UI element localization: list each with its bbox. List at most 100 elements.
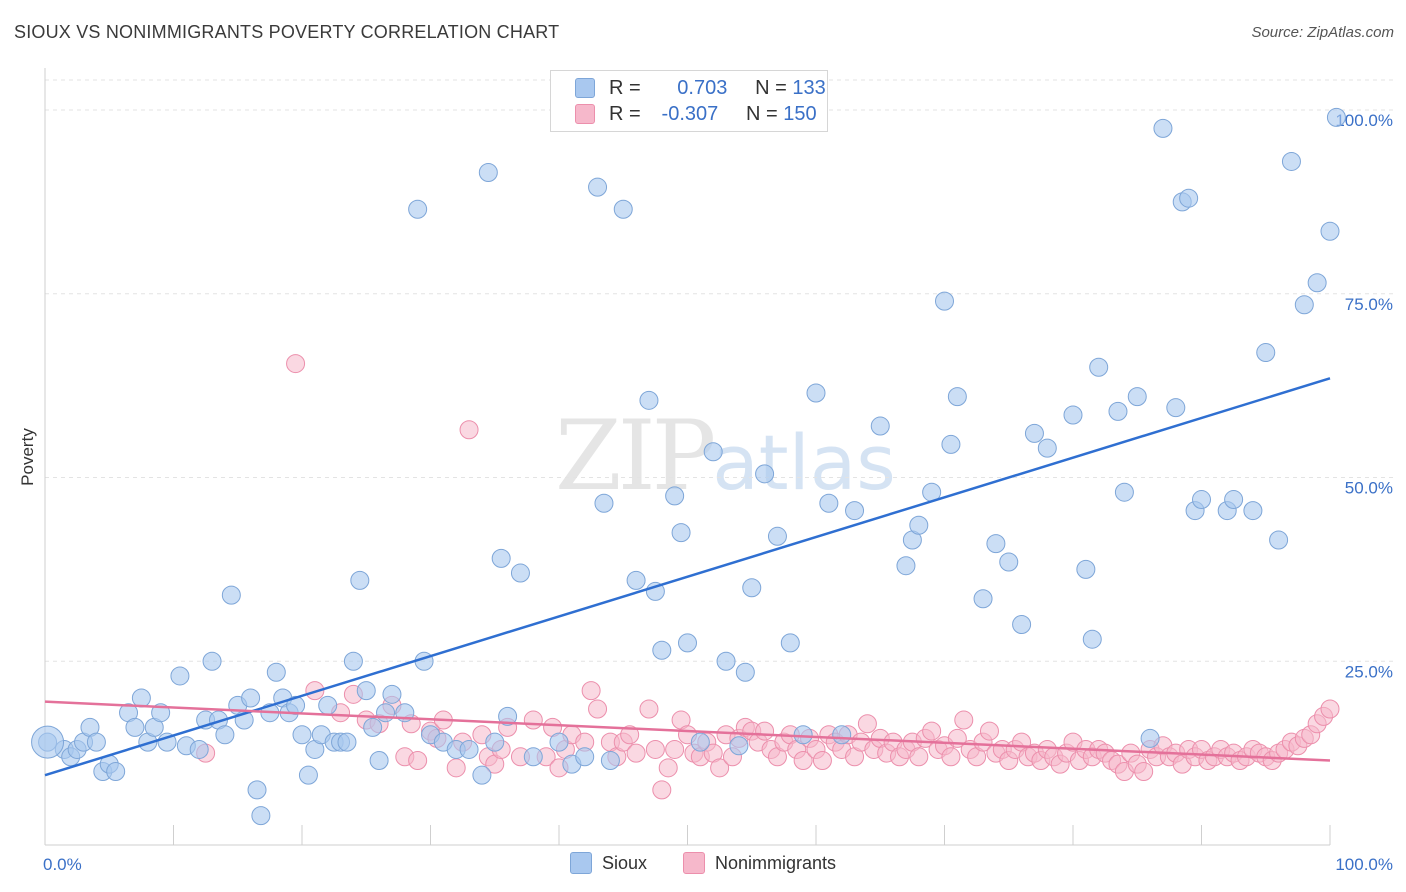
nonimmigrants-point	[408, 750, 428, 770]
sioux-point	[1024, 423, 1044, 443]
legend-swatch-sioux	[575, 78, 595, 98]
sioux-point	[292, 725, 312, 745]
nonimmigrants-point	[755, 721, 775, 741]
sioux-point	[31, 725, 65, 759]
sioux-point	[382, 684, 402, 704]
sioux-point	[1326, 107, 1346, 127]
nonimmigrants-point	[922, 721, 942, 741]
sioux-point	[202, 651, 222, 671]
sioux-point	[575, 747, 595, 767]
sioux-point	[767, 526, 787, 546]
sioux-point	[729, 736, 749, 756]
series-label-sioux: Sioux	[601, 852, 647, 873]
sioux-point	[1179, 188, 1199, 208]
nonimmigrants-point	[941, 747, 961, 767]
sioux-point	[350, 570, 370, 590]
sioux-point	[1320, 221, 1340, 241]
nonimmigrants-point	[286, 354, 306, 374]
y-axis-label: Poverty	[18, 428, 37, 486]
legend-r-value-sioux: 0.703	[677, 76, 728, 99]
sioux-point	[1082, 629, 1102, 649]
sioux-point	[318, 695, 338, 715]
nonimmigrants-point	[581, 681, 601, 701]
nonimmigrants-point	[645, 739, 665, 759]
sioux-point	[221, 585, 241, 605]
nonimmigrants-point	[793, 750, 813, 770]
sioux-point	[909, 515, 929, 535]
sioux-point	[703, 442, 723, 462]
sioux-point	[652, 640, 672, 660]
sioux-point	[363, 717, 383, 737]
sioux-point	[639, 390, 659, 410]
nonimmigrants-point	[588, 699, 608, 719]
sioux-point	[935, 291, 954, 311]
correlation-legend: R = 0.703 N = 133 R = -0.307 N = 150	[550, 70, 828, 132]
y-tick-label: 100.0%	[1335, 111, 1393, 130]
legend-n-label: N =	[746, 102, 778, 125]
nonimmigrants-point	[954, 710, 974, 730]
sioux-point	[1256, 343, 1276, 363]
sioux-point	[369, 750, 389, 770]
sioux-point	[408, 199, 428, 219]
sioux-point	[665, 486, 685, 506]
sioux-point	[678, 633, 697, 653]
sioux-point	[755, 464, 775, 484]
sioux-point	[491, 548, 511, 568]
sioux-point	[1192, 490, 1211, 510]
sioux-point	[356, 681, 376, 701]
sioux-point	[941, 434, 961, 454]
sioux-point	[343, 651, 363, 671]
sioux-point	[1063, 405, 1083, 425]
watermark-atlas: atlas	[712, 418, 896, 507]
sioux-point	[716, 651, 736, 671]
nonimmigrants-point	[459, 420, 479, 440]
sioux-point	[671, 523, 691, 543]
nonimmigrants-trendline	[44, 700, 1331, 762]
sioux-point	[896, 556, 916, 576]
sioux-trendline	[44, 377, 1331, 777]
sioux-point	[215, 725, 235, 745]
sioux-point	[1243, 501, 1263, 521]
y-tick-label: 75.0%	[1345, 295, 1393, 314]
sioux-point	[131, 688, 151, 708]
sioux-point	[735, 662, 755, 682]
sioux-point	[106, 762, 126, 781]
sioux-point	[819, 493, 839, 513]
legend-row-nonimmigrants: R = -0.307 N = 150	[575, 102, 817, 126]
sioux-point	[870, 416, 890, 436]
sioux-point	[594, 493, 614, 513]
sioux-point	[613, 199, 633, 219]
sioux-point	[1166, 398, 1186, 418]
nonimmigrants-point	[523, 710, 543, 730]
legend-r-value-nonimmigrants: -0.307	[661, 102, 719, 125]
legend-r-label: R =	[609, 76, 641, 99]
series-legend-sioux: Sioux	[569, 852, 647, 874]
sioux-point	[298, 765, 318, 785]
source-label: Source: ZipAtlas.com	[1251, 24, 1394, 41]
sioux-point	[1089, 357, 1109, 377]
sioux-point	[251, 806, 271, 826]
legend-n-value-nonimmigrants: 150	[783, 102, 817, 125]
sioux-point	[459, 739, 479, 759]
sioux-point	[832, 725, 852, 745]
sioux-point	[498, 706, 518, 726]
sioux-point	[241, 688, 261, 708]
sioux-point	[973, 589, 993, 609]
sioux-point	[845, 501, 865, 521]
nonimmigrants-point	[979, 721, 999, 741]
sioux-point	[999, 552, 1019, 572]
sioux-point	[485, 732, 505, 752]
sioux-point	[337, 732, 357, 752]
series-legend: Sioux Nonimmigrants	[0, 852, 1406, 874]
sioux-point	[549, 732, 569, 752]
y-tick-label: 25.0%	[1345, 662, 1393, 681]
sioux-point	[170, 666, 190, 686]
x-tick-label: 100.0%	[1335, 855, 1393, 874]
sioux-point	[1114, 482, 1134, 502]
chart-title: SIOUX VS NONIMMIGRANTS POVERTY CORRELATI…	[14, 22, 560, 42]
sioux-point	[1294, 295, 1314, 315]
sioux-point	[806, 383, 826, 403]
nonimmigrants-point	[909, 747, 929, 767]
sioux-point	[1037, 438, 1057, 458]
nonimmigrants-point	[446, 758, 466, 778]
